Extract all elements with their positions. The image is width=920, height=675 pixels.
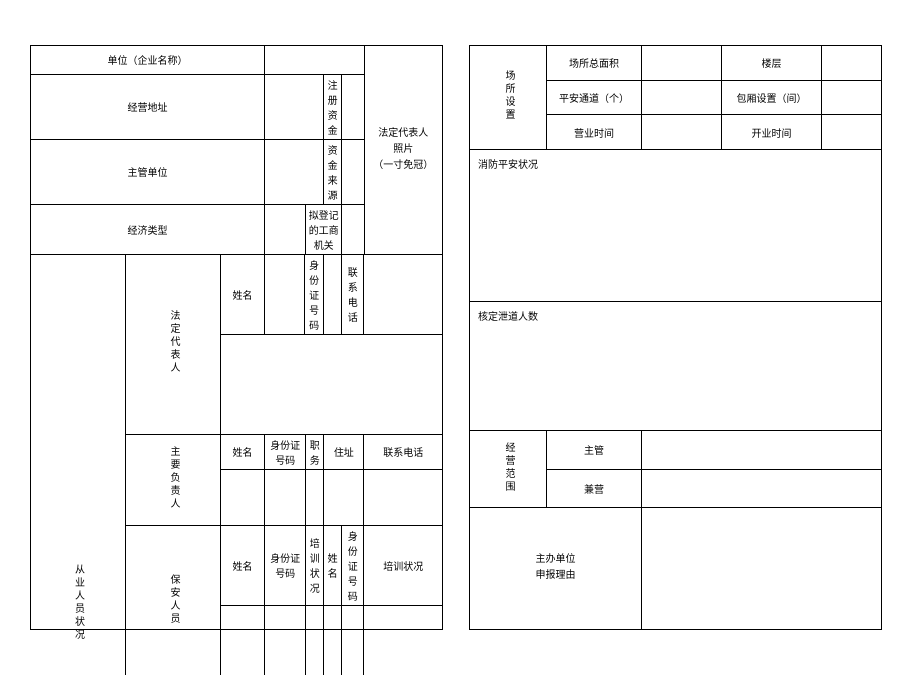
label-address: 经营地址 [31,74,265,139]
field-fund-source[interactable] [341,139,364,204]
field-sponsor-reason[interactable] [642,507,882,629]
label-name-4: 姓名 [324,525,342,605]
field-open-time[interactable] [822,115,882,149]
label-id-3: 身份证号码 [265,525,306,605]
label-name-3: 姓名 [221,525,265,605]
label-exit: 平安通道（个） [547,80,642,114]
label-biz-time: 营业时间 [547,115,642,149]
left-form-page: 单位（企业名称） 法定代表人 照片 （一寸免冠） 经营地址 注册资金 主管单位 … [30,45,443,630]
field-id-1[interactable] [324,254,342,334]
label-addr2: 住址 [324,434,364,469]
label-duty: 职务 [306,434,324,469]
label-room: 包厢设置（间） [722,80,822,114]
label-phone-1: 联系电话 [341,254,363,334]
field-name-1[interactable] [265,254,305,334]
label-fund-source: 资金来源 [324,139,342,204]
field-train-1[interactable] [306,605,324,675]
right-form-page: 场所设置 场所总面积 楼层 平安通道（个） 包厢设置（间） 营业时间 开业时间 … [469,45,882,630]
field-phone-1[interactable] [364,254,442,334]
label-legal-rep: 法定代表人 [126,254,221,434]
label-id-4: 身份证号码 [341,525,363,605]
label-staff-section: 从业人员状况 [31,254,126,675]
field-duty[interactable] [306,469,324,525]
label-evac: 核定泄道人数 [470,301,881,431]
field-side-biz[interactable] [642,469,882,507]
label-floor: 楼层 [722,46,822,80]
label-phone-2: 联系电话 [364,434,442,469]
field-id-4[interactable] [341,605,363,675]
label-id-2: 身份证号码 [265,434,306,469]
left-table: 单位（企业名称） 法定代表人 照片 （一寸免冠） 经营地址 注册资金 主管单位 … [31,46,442,675]
field-id-2[interactable] [265,469,306,525]
field-main-biz[interactable] [642,431,882,469]
label-side-biz: 兼营 [547,469,642,507]
label-main-mgr: 主要负责人 [126,434,221,525]
label-supervisor: 主管单位 [31,139,265,204]
field-econ-type[interactable] [265,204,306,254]
field-phone-2[interactable] [364,469,442,525]
field-total-area[interactable] [642,46,722,80]
field-exit[interactable] [642,80,722,114]
label-unit-name: 单位（企业名称） [31,46,265,74]
field-floor[interactable] [822,46,882,80]
field-name-4[interactable] [324,605,342,675]
label-biz-scope: 经营范围 [470,431,547,508]
label-name-1: 姓名 [221,254,265,334]
label-main-biz: 主管 [547,431,642,469]
field-unit-name[interactable] [265,46,365,74]
label-reg-agency: 拟登记的工商机关 [306,204,342,254]
label-train-1: 培训状况 [306,525,324,605]
field-addr2[interactable] [324,469,364,525]
field-room[interactable] [822,80,882,114]
label-total-area: 场所总面积 [547,46,642,80]
field-legal-rep-detail[interactable] [221,334,443,434]
field-address[interactable] [265,74,324,139]
label-econ-type: 经济类型 [31,204,265,254]
label-venue-setup: 场所设置 [470,46,547,149]
label-security: 保安人员 [126,525,221,675]
label-sponsor-reason: 主办单位 申报理由 [470,507,642,629]
right-table: 场所设置 场所总面积 楼层 平安通道（个） 包厢设置（间） 营业时间 开业时间 … [470,46,881,629]
field-reg-capital[interactable] [341,74,364,139]
field-supervisor[interactable] [265,139,324,204]
label-train-2: 培训状况 [364,525,442,605]
field-name-3[interactable] [221,605,265,675]
field-reg-agency[interactable] [341,204,364,254]
field-name-2[interactable] [221,469,265,525]
label-open-time: 开业时间 [722,115,822,149]
label-reg-capital: 注册资金 [324,74,342,139]
field-train-2[interactable] [364,605,442,675]
photo-box: 法定代表人 照片 （一寸免冠） [364,46,442,254]
field-id-3[interactable] [265,605,306,675]
label-name-2: 姓名 [221,434,265,469]
label-id-1: 身份证号码 [305,254,324,334]
field-biz-time[interactable] [642,115,722,149]
label-fire-safety: 消防平安状况 [470,149,881,301]
